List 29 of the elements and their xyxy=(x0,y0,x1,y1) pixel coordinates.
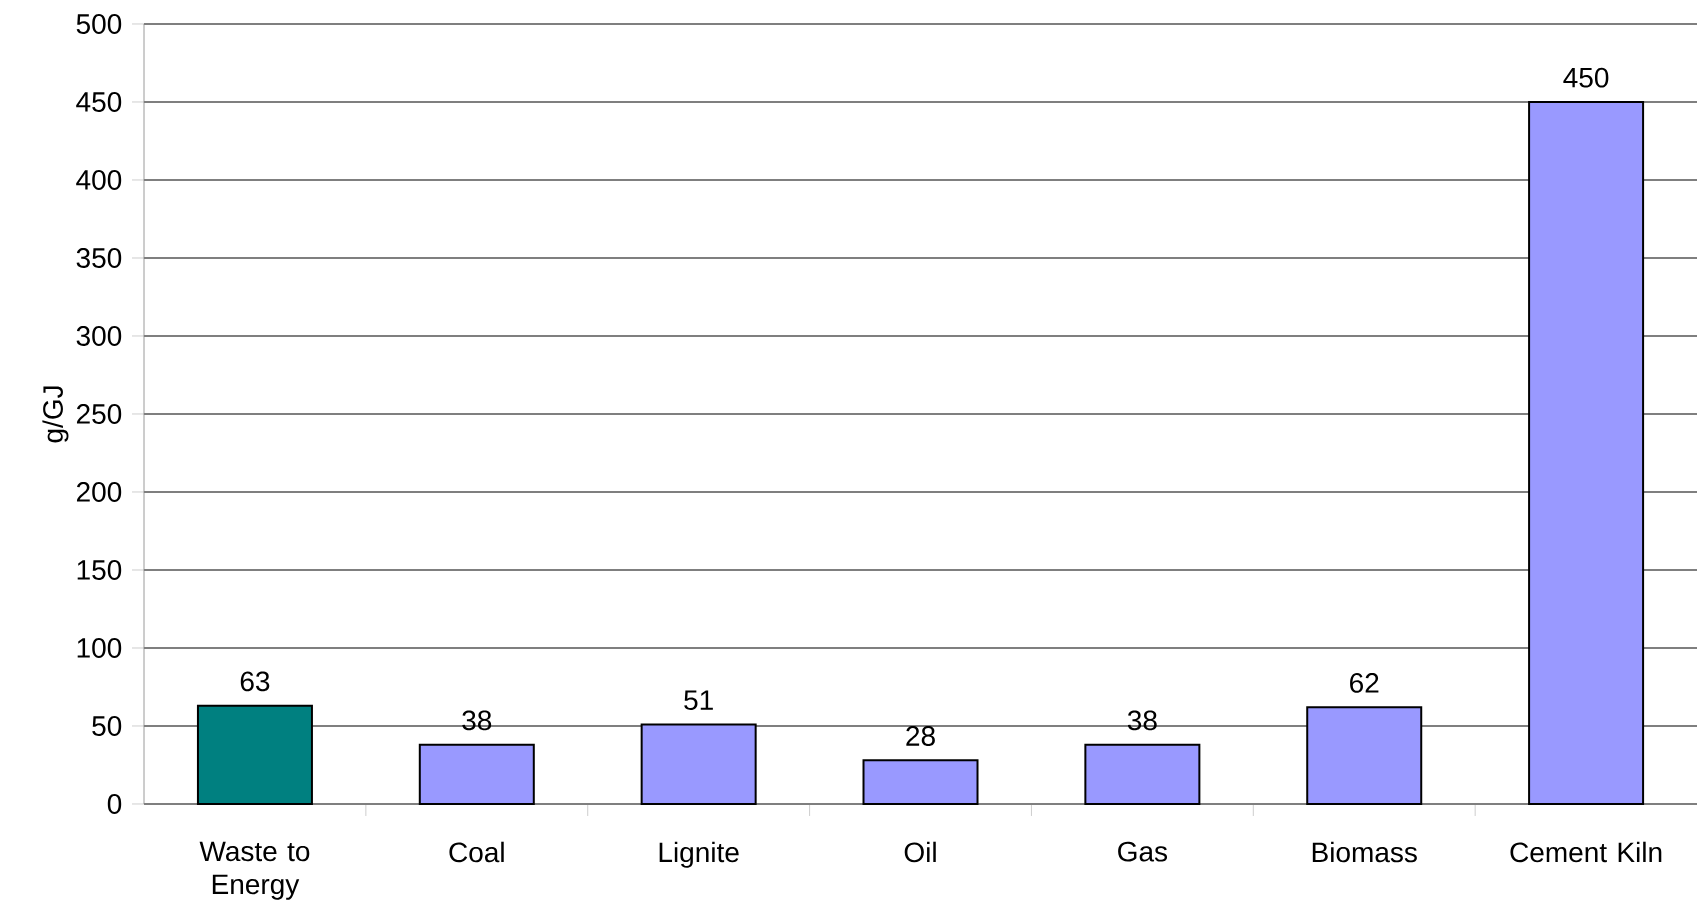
x-tick-label: Lignite xyxy=(659,841,739,868)
y-tick-label: 500 xyxy=(76,14,122,34)
x-tick-label: Biomass xyxy=(1312,841,1417,863)
x-tick-label: Waste to Energy xyxy=(199,841,310,900)
data-label: 62 xyxy=(1350,673,1379,693)
y-tick-label: 0 xyxy=(107,794,122,814)
y-tick-label: 350 xyxy=(76,248,122,268)
y-tick-label: 400 xyxy=(76,170,122,190)
data-label: 450 xyxy=(1563,67,1609,88)
y-tick-label: 450 xyxy=(76,92,122,112)
data-label: 28 xyxy=(906,726,935,746)
bar xyxy=(418,743,535,805)
x-tick-label: Oil xyxy=(904,841,936,863)
data-label: 63 xyxy=(240,671,270,692)
y-tick-label: 50 xyxy=(92,716,122,736)
y-tick-label: 150 xyxy=(77,560,122,580)
y-axis-title: g/GJ xyxy=(42,386,69,443)
y-tick-label: 250 xyxy=(76,404,122,424)
y-tick-label: 200 xyxy=(76,482,122,502)
bar xyxy=(1084,743,1201,805)
data-label: 38 xyxy=(462,710,492,731)
bar xyxy=(862,759,979,805)
y-tick-label: 100 xyxy=(77,638,122,658)
data-label: 51 xyxy=(684,690,713,711)
y-tick-label: 300 xyxy=(76,326,122,346)
x-tick-label: Gas xyxy=(1118,841,1168,862)
x-tick-label: Coal xyxy=(449,841,504,863)
data-label: 38 xyxy=(1127,710,1157,731)
x-tick-label: Cement Kiln xyxy=(1510,841,1662,863)
